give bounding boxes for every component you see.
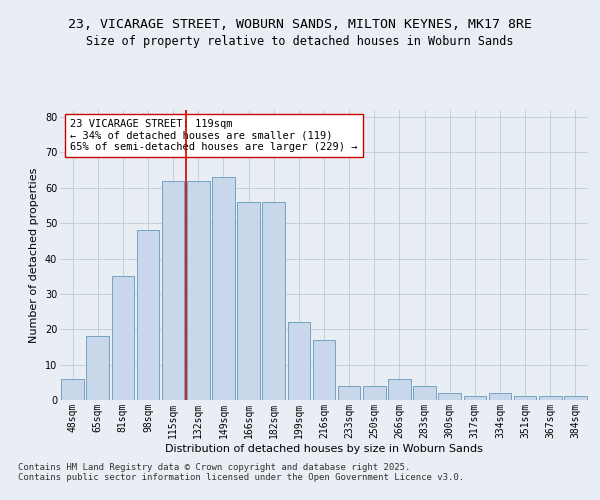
Bar (237, 202, 260, 400)
Bar (287, 322, 310, 400)
Bar (464, 396, 486, 400)
Bar (86, 336, 109, 400)
Bar (564, 396, 587, 400)
Y-axis label: Number of detached properties: Number of detached properties (29, 168, 39, 342)
Bar (262, 202, 285, 400)
Bar (313, 340, 335, 400)
Text: 23, VICARAGE STREET, WOBURN SANDS, MILTON KEYNES, MK17 8RE: 23, VICARAGE STREET, WOBURN SANDS, MILTO… (68, 18, 532, 30)
Bar (439, 393, 461, 400)
Text: Size of property relative to detached houses in Woburn Sands: Size of property relative to detached ho… (86, 35, 514, 48)
X-axis label: Distribution of detached houses by size in Woburn Sands: Distribution of detached houses by size … (165, 444, 483, 454)
Bar (539, 396, 562, 400)
Bar (388, 379, 411, 400)
Text: 23 VICARAGE STREET: 119sqm
← 34% of detached houses are smaller (119)
65% of sem: 23 VICARAGE STREET: 119sqm ← 34% of deta… (70, 119, 358, 152)
Bar (363, 386, 386, 400)
Bar (413, 386, 436, 400)
Bar (61, 379, 84, 400)
Bar (338, 386, 361, 400)
Bar (514, 396, 536, 400)
Bar (162, 180, 184, 400)
Text: Contains HM Land Registry data © Crown copyright and database right 2025.
Contai: Contains HM Land Registry data © Crown c… (18, 462, 464, 482)
Bar (488, 393, 511, 400)
Bar (212, 177, 235, 400)
Bar (137, 230, 160, 400)
Bar (112, 276, 134, 400)
Bar (187, 180, 209, 400)
